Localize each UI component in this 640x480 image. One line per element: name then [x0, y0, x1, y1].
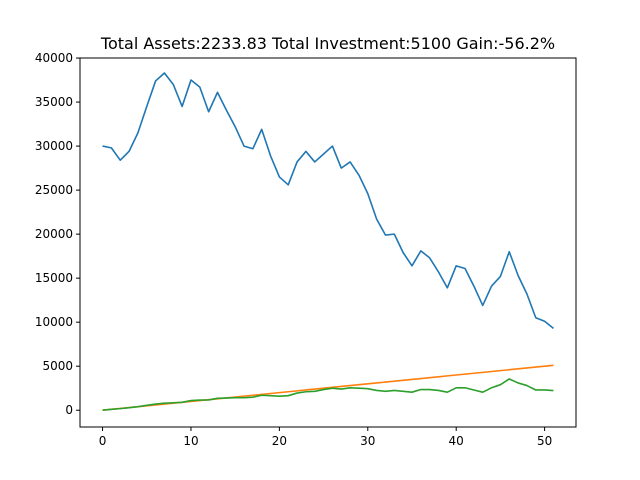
x-tick-label: 40: [449, 434, 464, 448]
y-tick-label: 35000: [35, 95, 73, 109]
x-tick-label: 0: [99, 434, 107, 448]
x-tick-label: 30: [360, 434, 375, 448]
y-tick-label: 0: [65, 403, 73, 417]
plot-frame: [79, 57, 577, 428]
y-tick-label: 20000: [35, 227, 73, 241]
series-line-total-assets: [102, 72, 554, 329]
y-tick-label: 40000: [35, 51, 73, 65]
y-tick-label: 15000: [35, 271, 73, 285]
series-line-third: [102, 378, 554, 412]
y-axis-ticks: 0 5000 10000 15000 20000 25000 30000 35000 40000: [35, 51, 80, 417]
y-tick-label: 25000: [35, 183, 73, 197]
chart-title: Total Assets:2233.83 Total Investment:51…: [100, 34, 555, 53]
x-axis-ticks: 0 10 20 30 40 50: [99, 427, 552, 448]
series-layer: [102, 72, 554, 412]
x-tick-label: 10: [183, 434, 198, 448]
y-tick-label: 30000: [35, 139, 73, 153]
y-tick-label: 5000: [42, 359, 73, 373]
x-tick-label: 20: [272, 434, 287, 448]
y-tick-label: 10000: [35, 315, 73, 329]
x-tick-label: 50: [537, 434, 552, 448]
